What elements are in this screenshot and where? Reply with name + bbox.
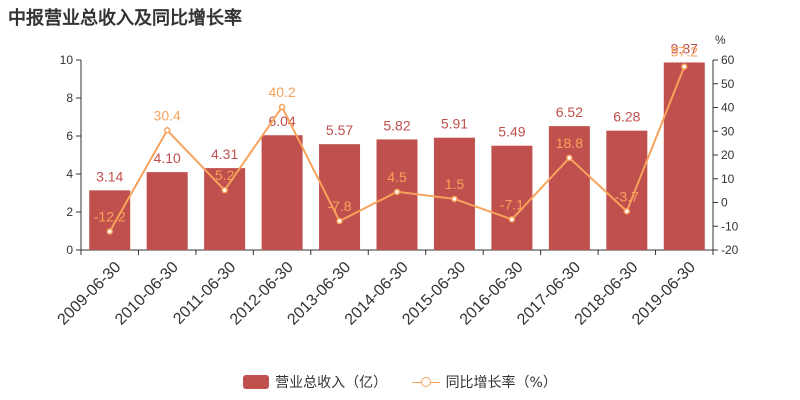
y-left-tick-label: 4	[66, 167, 73, 181]
chart-title: 中报营业总收入及同比增长率	[8, 8, 242, 29]
revenue-data-label: 6.52	[556, 104, 583, 120]
revenue-bar	[663, 62, 705, 250]
y-right-tick-label: 50	[721, 77, 735, 91]
y-left-tick-label: 8	[66, 91, 73, 105]
growth-data-label: -3.7	[615, 188, 639, 204]
y-right-tick-label: -20	[721, 243, 739, 257]
revenue-bar	[606, 130, 648, 250]
revenue-bar	[433, 137, 475, 250]
revenue-bar	[319, 144, 361, 250]
growth-point	[278, 103, 286, 111]
y-right-tick-label: 60	[721, 53, 735, 67]
growth-point	[393, 188, 401, 196]
legend-line-swatch	[411, 375, 440, 389]
growth-point	[681, 63, 688, 70]
growth-point	[623, 208, 631, 215]
legend-label-growth: 同比增长率（%）	[445, 375, 557, 391]
y-left-tick-label: 10	[60, 53, 74, 67]
y-left-tick-label: 2	[66, 205, 73, 219]
legend-bar-swatch	[243, 375, 270, 389]
y-right-tick-label: 30	[721, 124, 735, 138]
revenue-data-label: 5.57	[326, 122, 353, 138]
legend-item-revenue[interactable]: 营业总收入（亿）	[243, 372, 387, 392]
revenue-data-label: 6.28	[613, 109, 640, 125]
revenue-bar	[89, 190, 131, 250]
revenue-data-label: 5.91	[441, 116, 468, 132]
y-right-tick-label: 40	[721, 101, 735, 115]
revenue-data-label: 9.87	[671, 40, 698, 56]
growth-point	[566, 154, 573, 162]
growth-data-label: 30.4	[154, 107, 181, 123]
growth-data-label: -7.1	[500, 196, 524, 212]
growth-data-label: 1.5	[445, 176, 465, 192]
revenue-bar	[204, 168, 246, 250]
y-right-unit: %	[715, 33, 726, 47]
y-right-tick-label: 10	[721, 172, 735, 186]
growth-point	[451, 195, 458, 203]
revenue-bar	[261, 135, 303, 250]
y-right-tick-label: 20	[721, 148, 735, 162]
growth-data-label: -7.8	[327, 198, 351, 214]
y-left-tick-label: 0	[66, 243, 73, 257]
growth-data-label: 40.2	[268, 84, 295, 100]
revenue-data-label: 5.49	[498, 124, 525, 140]
growth-point	[106, 228, 113, 235]
growth-point	[508, 216, 516, 223]
growth-data-label: 4.5	[387, 169, 407, 185]
revenue-data-label: 5.82	[383, 117, 410, 133]
growth-point	[221, 186, 228, 194]
growth-point	[163, 127, 171, 134]
revenue-bar	[548, 126, 590, 250]
growth-data-label: 57.2	[671, 44, 698, 60]
legend: 营业总收入（亿） 同比增长率（%）	[0, 372, 800, 393]
y-right-tick-label: -10	[721, 219, 739, 233]
legend-label-revenue: 营业总收入（亿）	[275, 375, 388, 391]
revenue-bar	[491, 145, 533, 250]
revenue-data-label: 4.31	[211, 146, 238, 162]
growth-data-label: -12.2	[94, 208, 126, 224]
growth-point	[336, 217, 343, 225]
growth-data-label: 5.2	[215, 167, 235, 183]
revenue-bar	[146, 172, 188, 250]
legend-item-growth[interactable]: 同比增长率（%）	[411, 372, 557, 392]
revenue-data-label: 3.14	[96, 168, 123, 184]
revenue-data-label: 4.10	[154, 150, 181, 166]
growth-data-label: 18.8	[556, 135, 583, 151]
y-right-tick-label: 0	[721, 196, 728, 210]
y-left-tick-label: 6	[66, 129, 73, 143]
